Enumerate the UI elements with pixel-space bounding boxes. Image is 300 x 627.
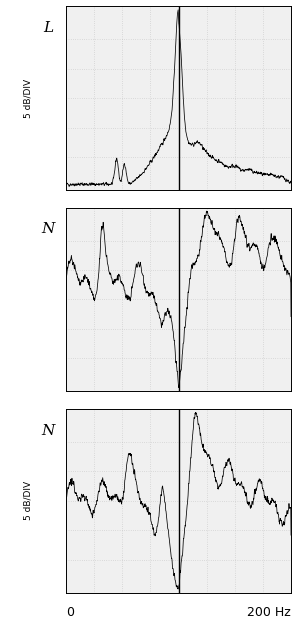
Text: 0: 0: [66, 606, 74, 619]
Text: 5 dB/DIV: 5 dB/DIV: [23, 78, 32, 118]
Text: N: N: [41, 222, 55, 236]
Text: L: L: [43, 21, 53, 35]
Text: 200 Hz: 200 Hz: [247, 606, 291, 619]
Text: 5 dB/DIV: 5 dB/DIV: [23, 481, 32, 520]
Text: N: N: [41, 423, 55, 438]
